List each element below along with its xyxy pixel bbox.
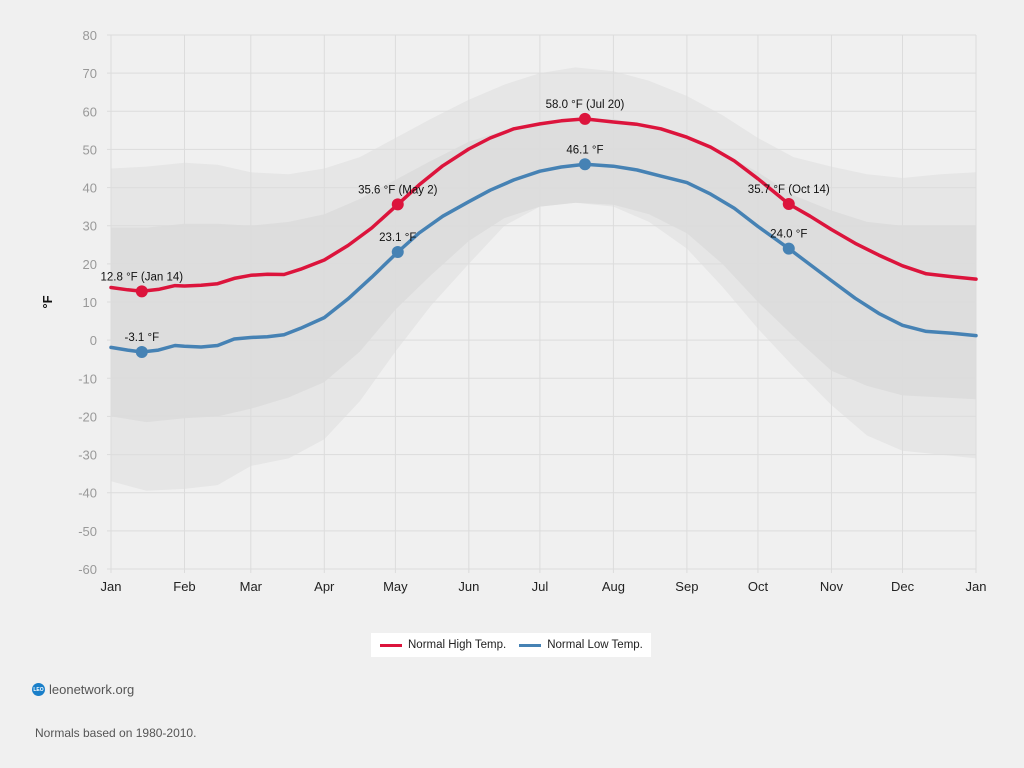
grid — [107, 34, 977, 573]
low-temp-point — [391, 246, 404, 259]
high-temp-point — [391, 198, 404, 211]
y-tick-label: 80 — [83, 28, 97, 43]
footnote: Normals based on 1980-2010. — [35, 726, 197, 740]
x-tick-label: Apr — [314, 579, 335, 594]
y-tick-label: 70 — [83, 66, 97, 81]
data-label: 35.6 °F (May 2) — [358, 184, 438, 196]
data-label: 35.7 °F (Oct 14) — [748, 184, 830, 196]
low-temp-point — [135, 345, 148, 358]
annotation-labels: 12.8 °F (Jan 14) -3.1 °F 35.6 °F (May 2) 23… — [101, 99, 830, 344]
x-tick-label: Aug — [602, 579, 625, 594]
y-axis-ticks: 80 70 60 50 40 30 20 10 0 -10 -20 -30 -40 -50 -60 — [78, 28, 97, 577]
low-temp-point — [782, 242, 795, 255]
legend-label-high: Normal High Temp. — [408, 639, 507, 651]
x-tick-label: Oct — [748, 579, 769, 594]
y-axis-label: °F — [40, 295, 55, 308]
data-label: -3.1 °F — [124, 332, 159, 344]
y-tick-label: -50 — [78, 524, 97, 539]
band-inner-range — [111, 118, 976, 423]
y-tick-label: 40 — [83, 181, 97, 196]
data-label: 46.1 °F — [566, 144, 603, 156]
data-label: 12.8 °F (Jan 14) — [101, 271, 184, 283]
series-lines — [109, 117, 978, 354]
low-temp-point — [578, 158, 591, 171]
low-temp-line — [109, 162, 978, 354]
high-temp-point — [135, 285, 148, 298]
x-tick-label: May — [383, 579, 408, 594]
high-temp-point — [578, 112, 591, 125]
source-link[interactable]: leonetwork.org — [49, 682, 135, 697]
source-credit[interactable]: LEO leonetwork.org — [32, 682, 134, 697]
temperature-chart: 80 70 60 50 40 30 20 10 0 -10 -20 -30 -40 -50 -60 Jan F… — [40, 28, 987, 594]
leo-logo-icon: LEO — [32, 683, 45, 696]
y-tick-label: -40 — [78, 486, 97, 501]
data-label: 58.0 °F (Jul 20) — [546, 99, 625, 111]
range-bands — [111, 67, 976, 491]
x-tick-label: Jan — [101, 579, 122, 594]
legend-label-low: Normal Low Temp. — [547, 639, 643, 651]
y-tick-label: -10 — [78, 371, 97, 386]
x-axis-ticks: Jan Feb Mar Apr May Jun Jul Aug Sep Oct Nov Dec Jan — [101, 579, 987, 594]
x-tick-label: Jul — [532, 579, 549, 594]
y-tick-label: 10 — [83, 295, 97, 310]
y-tick-label: 60 — [83, 104, 97, 119]
y-tick-label: -60 — [78, 562, 97, 577]
y-tick-label: 20 — [83, 257, 97, 272]
low-temp-swatch — [519, 643, 542, 647]
y-tick-label: -30 — [78, 448, 97, 463]
y-tick-label: 30 — [83, 219, 97, 234]
y-tick-label: -20 — [78, 409, 97, 424]
data-label: 23.1 °F — [379, 232, 416, 244]
y-tick-label: 0 — [90, 333, 97, 348]
legend-item-low[interactable]: Normal Low Temp. — [519, 639, 643, 651]
high-temp-swatch — [380, 643, 402, 647]
y-tick-label: 50 — [83, 142, 97, 157]
x-tick-label: Jan — [966, 579, 987, 594]
annotation-points — [135, 112, 795, 358]
high-temp-point — [782, 197, 795, 210]
x-tick-label: Nov — [820, 579, 844, 594]
high-temp-line — [109, 117, 978, 294]
x-tick-label: Dec — [891, 579, 915, 594]
data-label: 24.0 °F — [770, 229, 807, 241]
legend: Normal High Temp. Normal Low Temp. — [371, 633, 651, 657]
band-outer-range — [111, 67, 976, 491]
x-tick-label: Jun — [458, 579, 479, 594]
x-tick-label: Feb — [173, 579, 195, 594]
x-tick-label: Mar — [240, 579, 263, 594]
x-tick-label: Sep — [675, 579, 698, 594]
legend-item-high[interactable]: Normal High Temp. — [380, 639, 506, 651]
